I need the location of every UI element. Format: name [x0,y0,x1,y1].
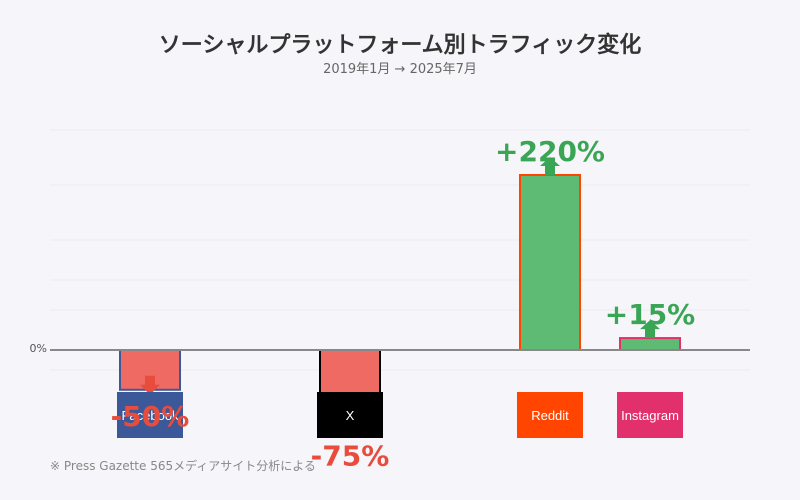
logo-facebook [117,392,183,438]
bars [119,157,681,415]
value-label-x: -75% [311,440,390,473]
value-label-instagram: +15% [605,298,695,331]
value-label-facebook: -50% [111,400,190,433]
logo-label-facebook: Facebook [121,408,179,423]
logo-instagram [617,392,683,438]
bar-instagram [619,337,681,351]
footnote: ※ Press Gazette 565メディアサイト分析による [50,458,316,473]
logo-label-x: X [346,408,355,423]
zero-label: 0% [30,342,47,355]
value-labels: -50% -75% +220% +15% [111,135,696,473]
up-arrow-icon [640,320,660,339]
logo-x [317,392,383,438]
chart-subtitle: 2019年1月 → 2025年7月 [323,62,477,77]
chart-title: ソーシャルプラットフォーム別トラフィック変化 [159,32,641,58]
logo-label-instagram: Instagram [621,408,679,423]
down-arrow-icon [140,375,160,395]
logo-label-reddit: Reddit [531,408,569,423]
logo-reddit [517,392,583,438]
platform-logos: Facebook X Reddit Instagram [117,392,683,438]
value-label-reddit: +220% [495,135,605,168]
up-arrow-icon [540,157,560,175]
bar-reddit [519,174,581,351]
